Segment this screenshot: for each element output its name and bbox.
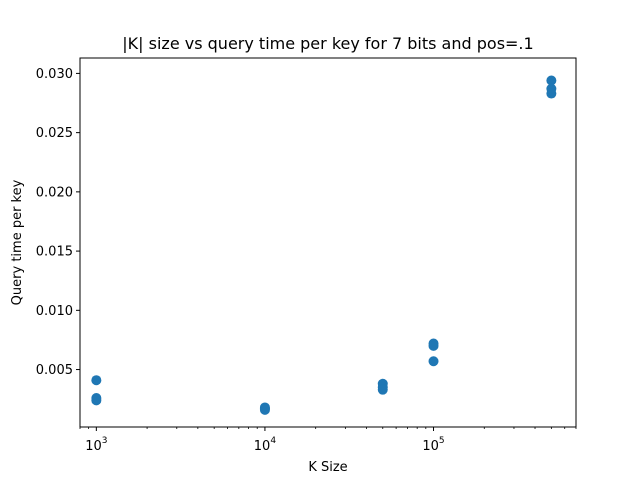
y-tick-label: 0.030 <box>36 67 73 82</box>
x-tick-label: 104 <box>254 436 277 454</box>
y-axis-label: Query time per key <box>10 179 25 305</box>
data-point <box>546 88 557 99</box>
y-tick-label: 0.005 <box>36 363 73 378</box>
x-tick-base: 10 <box>85 439 102 454</box>
x-tick-base: 10 <box>422 439 439 454</box>
data-point <box>428 356 439 367</box>
x-tick-exponent: 3 <box>102 436 108 446</box>
x-axis-label: K Size <box>308 460 347 475</box>
data-point <box>91 375 102 386</box>
data-point <box>546 75 557 86</box>
data-point <box>259 404 270 415</box>
plot-frame <box>79 57 577 428</box>
chart-title: |K| size vs query time per key for 7 bit… <box>122 34 533 53</box>
x-tick-exponent: 5 <box>439 436 445 446</box>
data-point <box>377 384 388 395</box>
y-axis: 0.005 0.010 0.015 0.020 0.025 0.030 <box>36 67 80 378</box>
data-point <box>428 340 439 351</box>
y-tick-label: 0.010 <box>36 304 73 319</box>
x-tick-exponent: 4 <box>270 436 276 446</box>
x-tick-base: 10 <box>254 439 271 454</box>
y-tick-label: 0.025 <box>36 126 73 141</box>
y-tick-label: 0.020 <box>36 185 73 200</box>
x-axis: 103 104 105 <box>79 427 577 454</box>
x-tick-label: 105 <box>422 436 444 454</box>
data-point <box>91 395 102 406</box>
plot-area <box>91 75 557 415</box>
x-tick-label: 103 <box>85 436 107 454</box>
y-tick-label: 0.015 <box>36 245 73 260</box>
